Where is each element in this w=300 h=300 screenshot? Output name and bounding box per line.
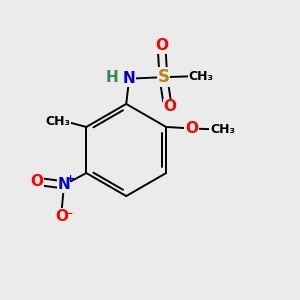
Text: ⁻: ⁻ <box>65 208 73 223</box>
Text: S: S <box>158 68 169 86</box>
Text: O: O <box>185 121 198 136</box>
Text: CH₃: CH₃ <box>210 123 235 136</box>
Text: +: + <box>66 174 75 184</box>
Text: CH₃: CH₃ <box>189 70 214 83</box>
Text: O: O <box>55 209 68 224</box>
Text: O: O <box>30 175 43 190</box>
Text: CH₃: CH₃ <box>45 115 70 128</box>
Text: O: O <box>164 99 176 114</box>
Text: H: H <box>106 70 118 85</box>
Text: N: N <box>123 71 136 86</box>
Text: N: N <box>58 177 70 192</box>
Text: O: O <box>155 38 168 53</box>
